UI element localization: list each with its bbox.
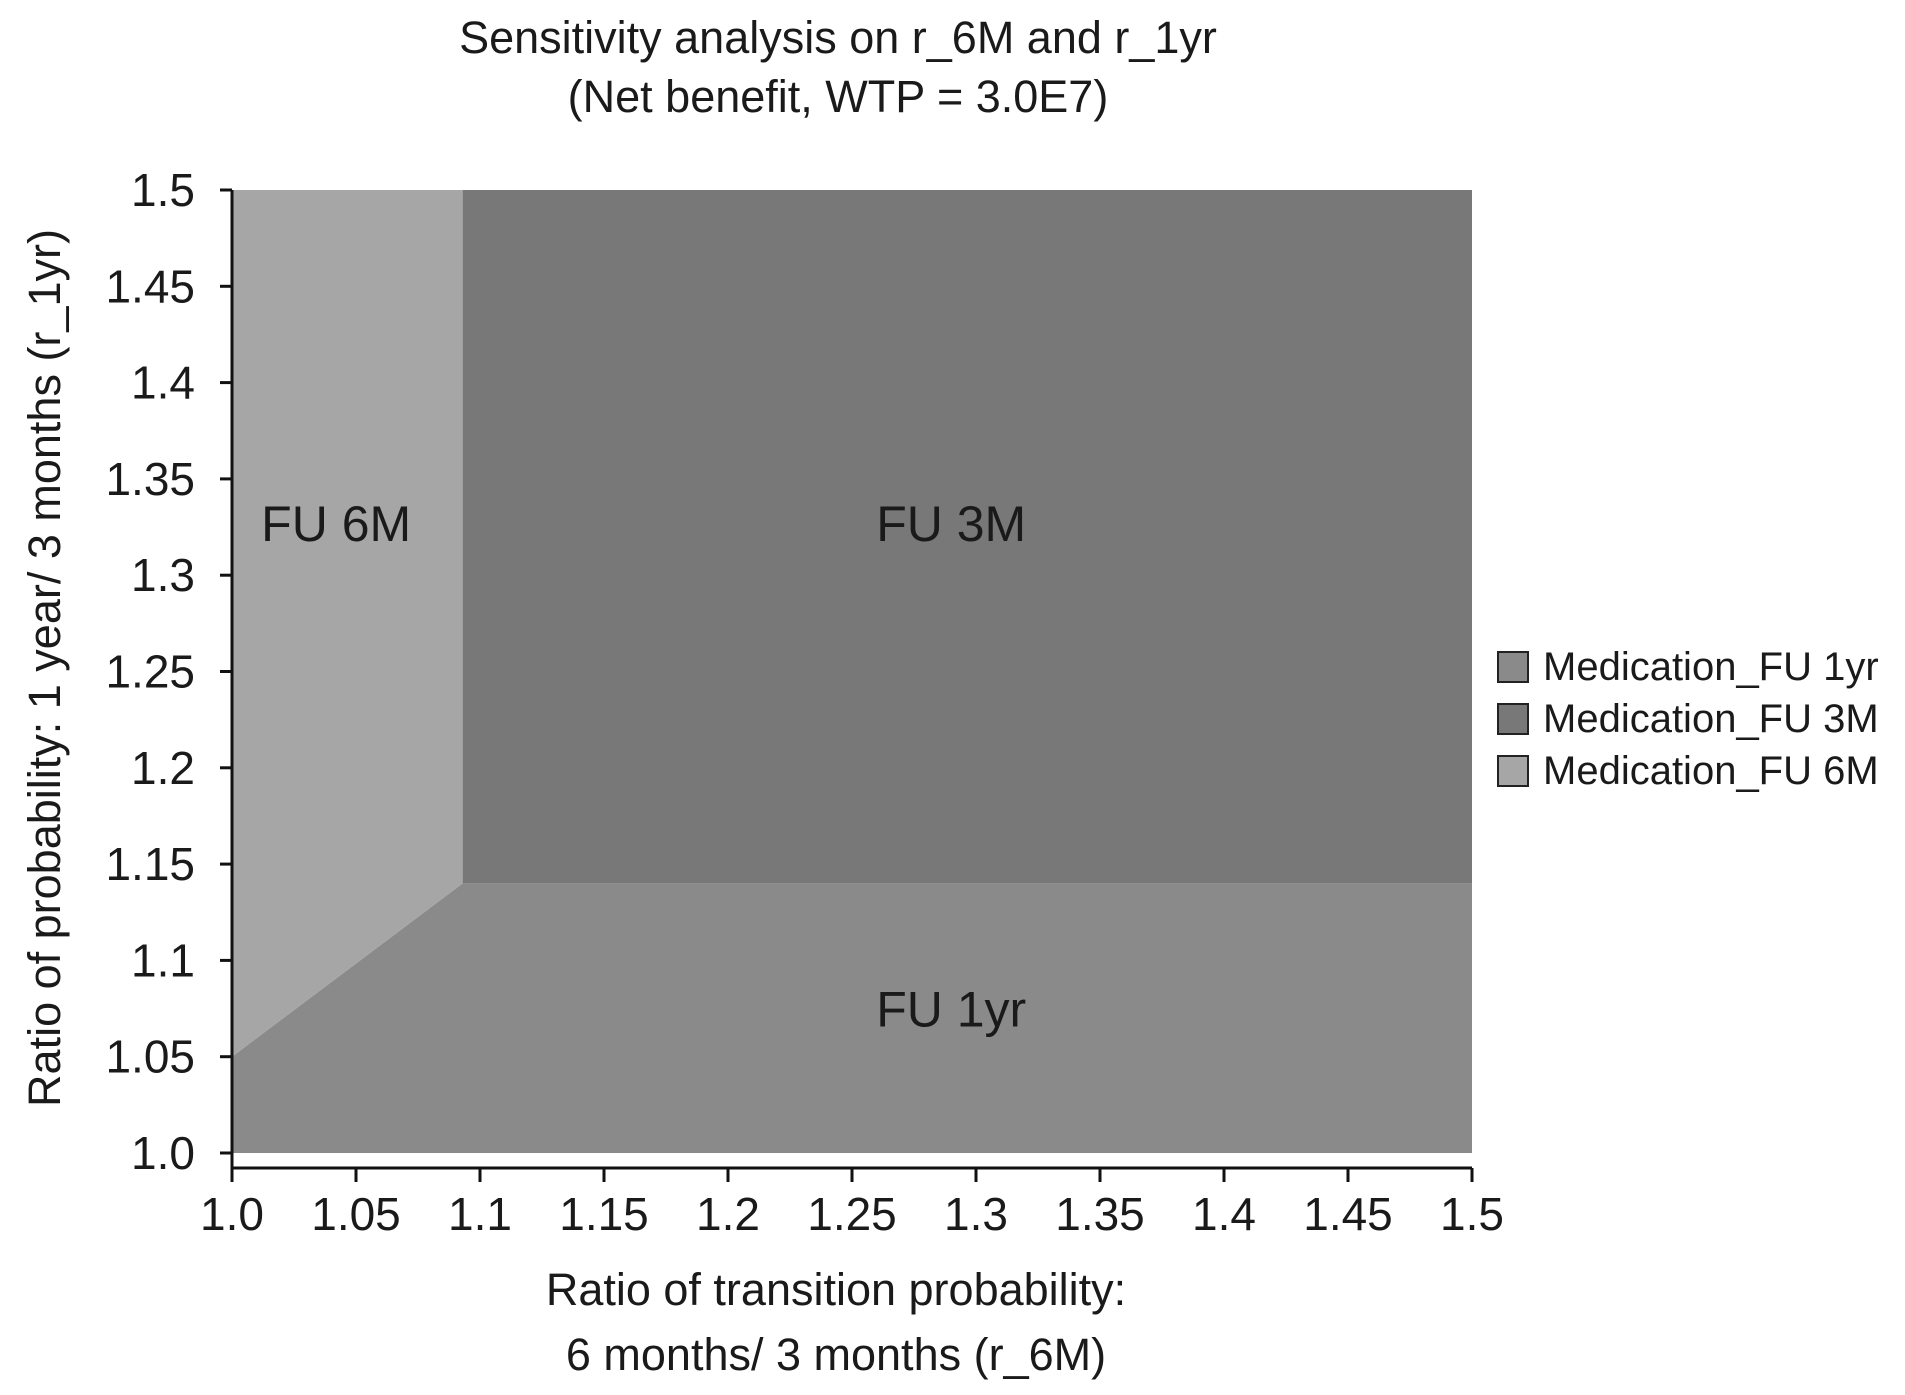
y-tick-label: 1.5 — [131, 164, 195, 216]
x-tick-label: 1.15 — [559, 1188, 649, 1240]
legend: Medication_FU 1yr Medication_FU 3M Medicat… — [1497, 645, 1879, 793]
legend-swatch — [1497, 651, 1529, 683]
y-tick-label: 1.0 — [131, 1127, 195, 1179]
legend-swatch — [1497, 703, 1529, 735]
y-tick-label: 1.45 — [105, 260, 195, 312]
legend-entry-label: Medication_FU 6M — [1543, 749, 1879, 793]
x-tick-label: 1.3 — [944, 1188, 1008, 1240]
x-tick-label: 1.05 — [311, 1188, 401, 1240]
region-labels: FU 1yr FU 3M FU 6M — [261, 496, 1026, 1037]
x-axis-ticks: 1.0 1.05 1.1 1.15 1.2 1.25 1.3 1.35 1.4 1.45 1.5 — [200, 1168, 1504, 1240]
y-tick-label: 1.1 — [131, 934, 195, 986]
x-tick-label: 1.2 — [696, 1188, 760, 1240]
y-tick-label: 1.2 — [131, 742, 195, 794]
plot-regions — [232, 190, 1473, 1153]
y-tick-label: 1.05 — [105, 1031, 195, 1083]
x-tick-label: 1.1 — [448, 1188, 512, 1240]
chart-title: Sensitivity analysis on r_6M and r_1yr — [459, 12, 1217, 63]
region-fu-6m — [232, 190, 463, 1057]
x-tick-label: 1.4 — [1192, 1188, 1256, 1240]
region-fu-3m — [462, 190, 1473, 884]
region-fu-1yr — [232, 883, 1472, 1153]
x-tick-label: 1.0 — [200, 1188, 264, 1240]
y-tick-label: 1.3 — [131, 549, 195, 601]
x-tick-label: 1.5 — [1440, 1188, 1504, 1240]
x-tick-label: 1.35 — [1055, 1188, 1145, 1240]
legend-entry-label: Medication_FU 1yr — [1543, 645, 1879, 689]
y-tick-label: 1.4 — [131, 357, 195, 409]
legend-swatch — [1497, 755, 1529, 787]
region-label-fu-1yr: FU 1yr — [876, 982, 1026, 1038]
x-axis-label-line-1: Ratio of transition probability: — [546, 1264, 1126, 1315]
y-tick-label: 1.15 — [105, 838, 195, 890]
region-label-fu-6m: FU 6M — [261, 496, 411, 552]
x-tick-label: 1.25 — [807, 1188, 897, 1240]
region-label-fu-3m: FU 3M — [876, 496, 1026, 552]
x-axis-label-line-2: 6 months/ 3 months (r_6M) — [566, 1329, 1106, 1380]
y-axis-label: Ratio of probability: 1 year/ 3 months (… — [19, 229, 70, 1107]
y-axis-ticks: 1.0 1.05 1.1 1.15 1.2 1.25 1.3 1.35 1.4 1.45 1.5 — [105, 164, 232, 1179]
legend-entry-label: Medication_FU 3M — [1543, 697, 1879, 741]
chart-subtitle: (Net benefit, WTP = 3.0E7) — [568, 71, 1109, 122]
y-tick-label: 1.35 — [105, 453, 195, 505]
y-tick-label: 1.25 — [105, 646, 195, 698]
x-tick-label: 1.45 — [1303, 1188, 1393, 1240]
